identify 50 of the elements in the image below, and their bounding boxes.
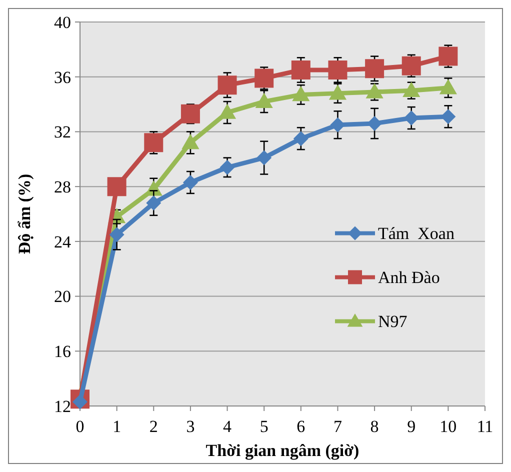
x-tick-label: 11 [476, 417, 494, 436]
point [402, 56, 421, 76]
x-tick-label: 6 [296, 417, 306, 436]
x-tick-label: 7 [333, 417, 342, 436]
point [291, 60, 310, 80]
point [328, 84, 347, 100]
y-tick-label: 28 [54, 178, 71, 197]
point [330, 117, 346, 132]
x-tick-label: 9 [407, 417, 416, 436]
point [146, 196, 162, 211]
x-tick-label: 10 [440, 417, 457, 436]
point [438, 46, 458, 66]
point [107, 177, 126, 196]
point [109, 227, 124, 242]
x-tick-label: 8 [370, 417, 379, 436]
point [367, 116, 382, 131]
y-tick-label: 40 [54, 12, 71, 32]
y-tick-label: 24 [54, 232, 72, 252]
y-axis-title: Độ ẩm (%) [15, 174, 34, 254]
y-tick-label: 36 [54, 68, 71, 87]
point [292, 86, 310, 102]
legend-label: N97 [378, 312, 408, 332]
y-tick-label: 20 [54, 287, 71, 306]
y-tick-label: 16 [54, 342, 71, 362]
point [440, 109, 456, 124]
x-tick-label: 5 [260, 417, 268, 436]
point [293, 131, 308, 146]
point [365, 59, 384, 78]
x-tick-label: 4 [223, 417, 232, 436]
point [144, 133, 164, 152]
x-axis-title: Thời gian ngâm (giờ) [206, 441, 360, 460]
point [439, 79, 457, 94]
point [404, 110, 419, 126]
point [255, 92, 273, 108]
x-tick-label: 1 [112, 417, 122, 436]
y-tick-label: 32 [54, 122, 71, 142]
point [180, 104, 200, 124]
point [218, 76, 237, 95]
x-tick-label: 2 [149, 417, 158, 436]
point [220, 160, 235, 175]
x-tick-label: 0 [76, 417, 84, 436]
point [182, 174, 198, 190]
y-tick-label: 12 [54, 396, 71, 416]
legend-label: Tám Xoan [378, 224, 455, 244]
legend-label: Anh Đào [378, 268, 440, 288]
point [182, 134, 200, 150]
point [328, 60, 348, 80]
point [256, 150, 272, 166]
point [402, 82, 420, 97]
x-tick-label: 3 [186, 417, 195, 436]
